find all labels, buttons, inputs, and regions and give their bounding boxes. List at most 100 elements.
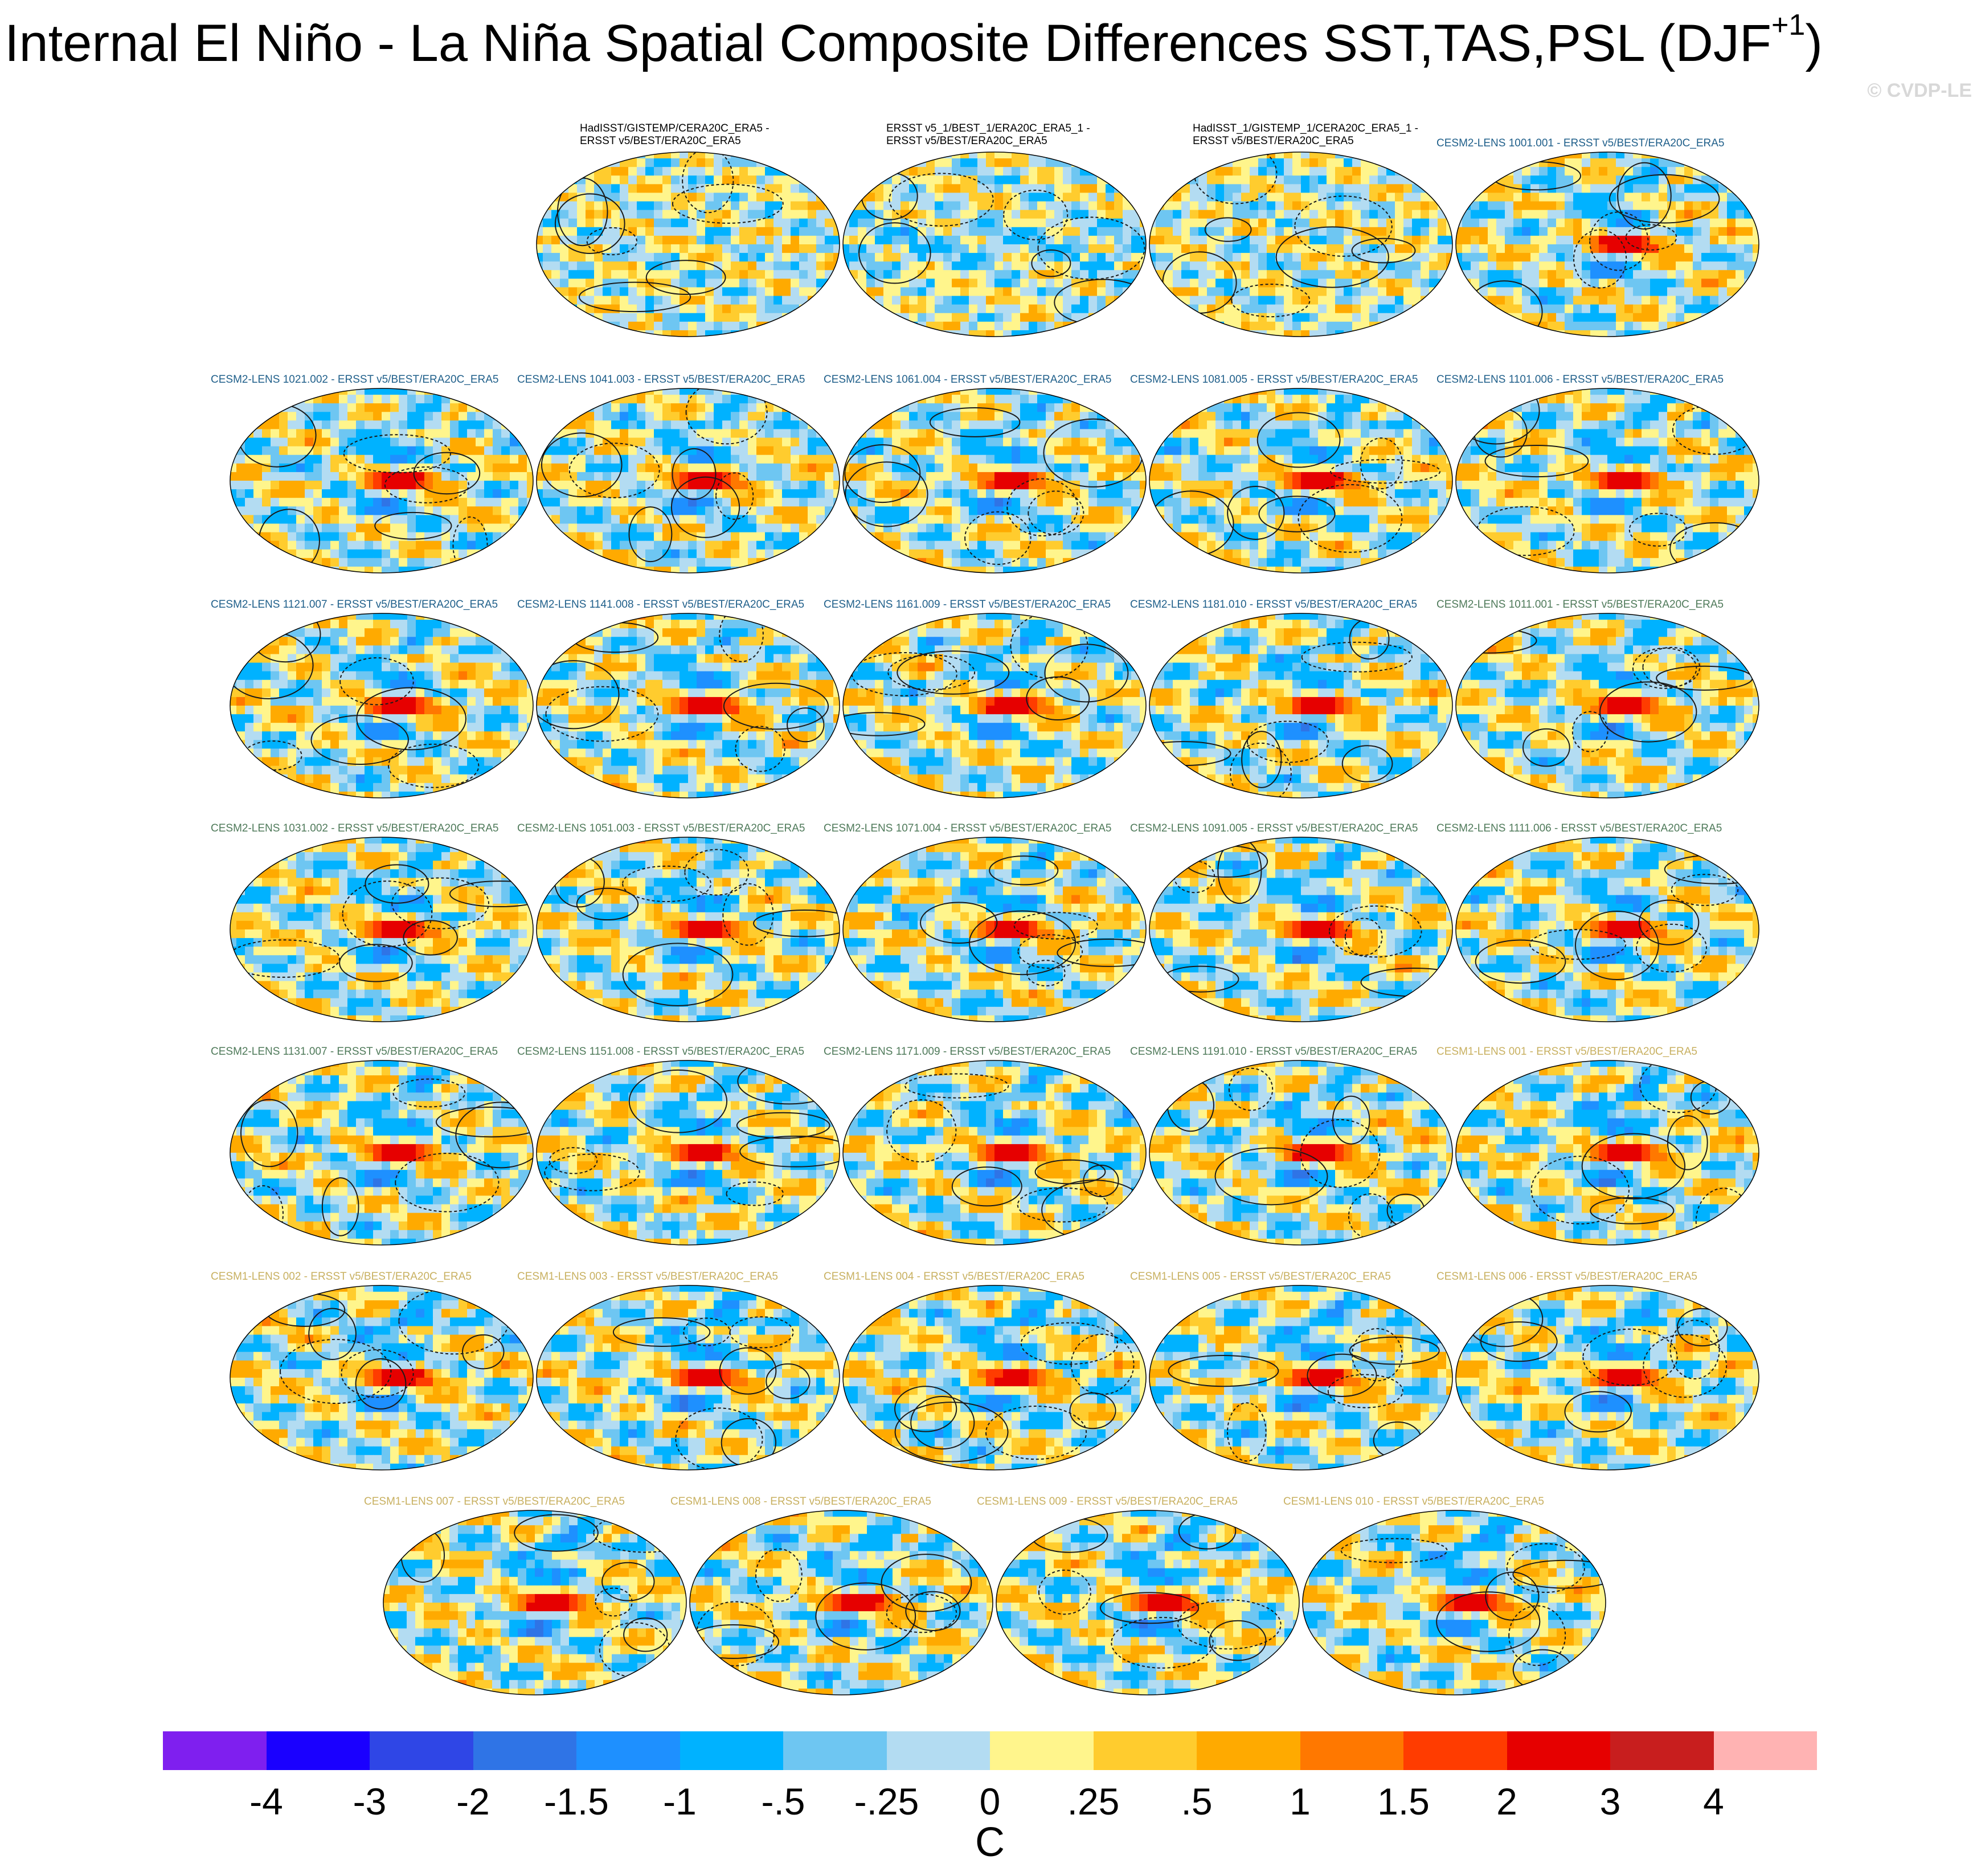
colorbar-box	[680, 1731, 783, 1770]
colorbar-tick-label: 0	[980, 1780, 1001, 1823]
global-map	[230, 613, 534, 798]
colorbar-tick-label: 1.5	[1377, 1780, 1430, 1823]
colorbar-tick-label: -.5	[761, 1780, 805, 1823]
map-panel: CESM1-LENS 005 - ERSST v5/BEST/ERA20C_ER…	[1130, 1256, 1455, 1472]
colorbar-tick-label: .25	[1067, 1780, 1120, 1823]
panel-title: CESM1-LENS 002 - ERSST v5/BEST/ERA20C_ER…	[211, 1271, 552, 1283]
colorbar-tick-label: -4	[249, 1780, 283, 1823]
colorbar-tick-label: 1	[1290, 1780, 1311, 1823]
global-map	[689, 1510, 993, 1695]
global-map	[1149, 151, 1453, 337]
colorbar-tick-label: .5	[1181, 1780, 1212, 1823]
panel-title: CESM2-LENS 1171.009 - ERSST v5/BEST/ERA2…	[824, 1046, 1165, 1058]
map-panel: CESM2-LENS 1031.002 - ERSST v5/BEST/ERA2…	[211, 808, 535, 1024]
panel-title: CESM1-LENS 004 - ERSST v5/BEST/ERA20C_ER…	[824, 1271, 1165, 1283]
colorbar-tick-labels: -4 -3 -2 -1.5 -1 -.5 -.25 0 .25 .5 1 1.5 2 3 4	[163, 1780, 1817, 1825]
colorbar-tick-label: -2	[456, 1780, 490, 1823]
panel-title: CESM2-LENS 1021.002 - ERSST v5/BEST/ERA2…	[211, 374, 552, 386]
global-map	[1302, 1510, 1606, 1695]
colorbar-box	[1197, 1731, 1300, 1770]
global-map	[1455, 151, 1759, 337]
map-panel: CESM1-LENS 002 - ERSST v5/BEST/ERA20C_ER…	[211, 1256, 535, 1472]
global-map	[1149, 1285, 1453, 1471]
panel-title: CESM1-LENS 008 - ERSST v5/BEST/ERA20C_ER…	[670, 1496, 1012, 1508]
panel-title: CESM2-LENS 1111.006 - ERSST v5/BEST/ERA2…	[1436, 822, 1778, 835]
colorbar	[163, 1731, 1817, 1770]
panel-title: CESM2-LENS 1101.006 - ERSST v5/BEST/ERA2…	[1436, 374, 1778, 386]
map-panel: CESM2-LENS 1111.006 - ERSST v5/BEST/ERA2…	[1436, 808, 1761, 1024]
global-map	[842, 613, 1147, 798]
colorbar-box	[163, 1731, 267, 1770]
panel-title: CESM2-LENS 1131.007 - ERSST v5/BEST/ERA2…	[211, 1046, 552, 1058]
colorbar-box	[990, 1731, 1094, 1770]
map-panel: CESM2-LENS 1171.009 - ERSST v5/BEST/ERA2…	[824, 1031, 1148, 1247]
panel-title: CESM2-LENS 1041.003 - ERSST v5/BEST/ERA2…	[517, 374, 859, 386]
global-map	[536, 613, 840, 798]
colorbar-box	[473, 1731, 576, 1770]
global-map	[842, 151, 1147, 337]
map-panel: CESM2-LENS 1021.002 - ERSST v5/BEST/ERA2…	[211, 359, 535, 575]
map-panel: CESM2-LENS 1081.005 - ERSST v5/BEST/ERA2…	[1130, 359, 1455, 575]
global-map	[842, 1060, 1147, 1246]
panel-title: CESM2-LENS 1181.010 - ERSST v5/BEST/ERA2…	[1130, 599, 1472, 611]
panel-title: CESM2-LENS 1151.008 - ERSST v5/BEST/ERA2…	[517, 1046, 859, 1058]
colorbar-tick-label: 3	[1600, 1780, 1621, 1823]
panel-title: CESM2-LENS 1051.003 - ERSST v5/BEST/ERA2…	[517, 822, 859, 835]
map-panel: CESM1-LENS 003 - ERSST v5/BEST/ERA20C_ER…	[517, 1256, 842, 1472]
colorbar-box	[1610, 1731, 1714, 1770]
panel-title: CESM2-LENS 1191.010 - ERSST v5/BEST/ERA2…	[1130, 1046, 1472, 1058]
global-map	[230, 1285, 534, 1471]
colorbar-box	[266, 1731, 370, 1770]
panel-title: CESM1-LENS 006 - ERSST v5/BEST/ERA20C_ER…	[1436, 1271, 1778, 1283]
map-panel: CESM2-LENS 1131.007 - ERSST v5/BEST/ERA2…	[211, 1031, 535, 1247]
map-panel: CESM2-LENS 1071.004 - ERSST v5/BEST/ERA2…	[824, 808, 1148, 1024]
panel-title: CESM1-LENS 005 - ERSST v5/BEST/ERA20C_ER…	[1130, 1271, 1472, 1283]
panel-title: CESM1-LENS 010 - ERSST v5/BEST/ERA20C_ER…	[1283, 1496, 1625, 1508]
map-panel: CESM2-LENS 1041.003 - ERSST v5/BEST/ERA2…	[517, 359, 842, 575]
map-panel: CESM2-LENS 1061.004 - ERSST v5/BEST/ERA2…	[824, 359, 1148, 575]
global-map	[536, 388, 840, 574]
map-panel: CESM1-LENS 010 - ERSST v5/BEST/ERA20C_ER…	[1283, 1481, 1608, 1697]
panel-title: CESM1-LENS 009 - ERSST v5/BEST/ERA20C_ER…	[977, 1496, 1319, 1508]
colorbar-box	[1300, 1731, 1403, 1770]
colorbar-tick-label: -.25	[854, 1780, 919, 1823]
map-panel: CESM2-LENS 1141.008 - ERSST v5/BEST/ERA2…	[517, 584, 842, 800]
map-panel: HadISST/GISTEMP/CERA20C_ERA5 - ERSST v5/…	[534, 122, 842, 339]
map-panel: ERSST v5_1/BEST_1/ERA20C_ERA5_1 - ERSST …	[841, 122, 1148, 339]
panel-title: CESM2-LENS 1161.009 - ERSST v5/BEST/ERA2…	[824, 599, 1165, 611]
global-map	[1149, 388, 1453, 574]
colorbar-tick-label: 4	[1703, 1780, 1724, 1823]
global-map	[996, 1510, 1300, 1695]
map-panel: HadISST_1/GISTEMP_1/CERA20C_ERA5_1 - ERS…	[1147, 122, 1455, 339]
map-panel: CESM2-LENS 1121.007 - ERSST v5/BEST/ERA2…	[211, 584, 535, 800]
page-title: Internal El Niño - La Niña Spatial Compo…	[5, 10, 1823, 69]
global-map	[230, 388, 534, 574]
global-map	[842, 837, 1147, 1022]
map-panel: CESM1-LENS 006 - ERSST v5/BEST/ERA20C_ER…	[1436, 1256, 1761, 1472]
map-panel: CESM2-LENS 1001.001 - ERSST v5/BEST/ERA2…	[1436, 122, 1761, 339]
panel-title: CESM1-LENS 001 - ERSST v5/BEST/ERA20C_ER…	[1436, 1046, 1778, 1058]
panel-title: ERSST v5_1/BEST_1/ERA20C_ERA5_1 - ERSST …	[886, 122, 1228, 148]
map-panel: CESM2-LENS 1151.008 - ERSST v5/BEST/ERA2…	[517, 1031, 842, 1247]
global-map	[1455, 1285, 1759, 1471]
panel-title: HadISST_1/GISTEMP_1/CERA20C_ERA5_1 - ERS…	[1193, 122, 1534, 148]
map-panel: CESM2-LENS 1011.001 - ERSST v5/BEST/ERA2…	[1436, 584, 1761, 800]
colorbar-box	[783, 1731, 887, 1770]
panel-title: CESM1-LENS 007 - ERSST v5/BEST/ERA20C_ER…	[364, 1496, 706, 1508]
global-map	[230, 1060, 534, 1246]
global-map	[536, 1285, 840, 1471]
colorbar-box	[1713, 1731, 1817, 1770]
global-map	[1455, 1060, 1759, 1246]
map-panel: CESM2-LENS 1051.003 - ERSST v5/BEST/ERA2…	[517, 808, 842, 1024]
map-panel-grid: HadISST/GISTEMP/CERA20C_ERA5 - ERSST v5/…	[211, 122, 1778, 1697]
panel-title: CESM1-LENS 003 - ERSST v5/BEST/ERA20C_ER…	[517, 1271, 859, 1283]
panel-title: HadISST/GISTEMP/CERA20C_ERA5 - ERSST v5/…	[580, 122, 922, 148]
map-panel: CESM1-LENS 004 - ERSST v5/BEST/ERA20C_ER…	[824, 1256, 1148, 1472]
panel-title: CESM2-LENS 1081.005 - ERSST v5/BEST/ERA2…	[1130, 374, 1472, 386]
global-map	[1149, 1060, 1453, 1246]
global-map	[1455, 837, 1759, 1022]
panel-title: CESM2-LENS 1141.008 - ERSST v5/BEST/ERA2…	[517, 599, 859, 611]
global-map	[1149, 837, 1453, 1022]
global-map	[536, 1060, 840, 1246]
colorbar-box	[1093, 1731, 1197, 1770]
